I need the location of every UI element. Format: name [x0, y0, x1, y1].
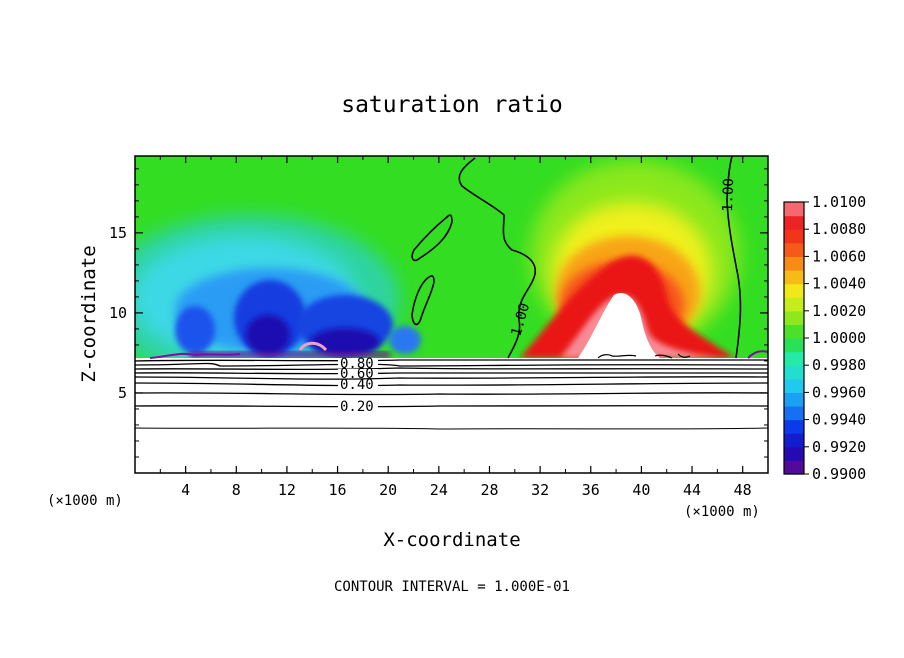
cloud-base-fringe: [149, 341, 768, 359]
colorbar-tick-label: 1.0000: [812, 329, 866, 347]
saturation-field: [135, 156, 768, 473]
colorbar-band: [784, 283, 804, 298]
contour-1.00-mid: [458, 157, 537, 359]
contour-labels: 0.80 0.60 0.40 0.20 1.00 1.00: [338, 178, 737, 415]
dry-deep-1: [246, 315, 290, 355]
dry-blue-small: [389, 326, 421, 354]
contour-0.80: [135, 362, 768, 367]
fringe-left: [149, 352, 241, 359]
colorbar-band: [784, 406, 804, 421]
contour-0.20: [135, 405, 768, 408]
colorbar-tick-label: 0.9940: [812, 411, 866, 429]
dry-blue-left: [175, 306, 215, 354]
colorbar-band: [784, 215, 804, 230]
x-tick-label: 44: [683, 481, 701, 499]
colorbar-tick-label: 1.0080: [812, 220, 866, 238]
colorbar-band: [784, 419, 804, 434]
colorbar-band: [784, 433, 804, 448]
fringe-right: [747, 350, 768, 359]
contour-label-060: 0.60: [340, 366, 374, 382]
colorbar-tick-label: 0.9920: [812, 438, 866, 456]
colorbar-tick-label: 0.9960: [812, 383, 866, 401]
contour-label-020: 0.20: [340, 399, 374, 415]
contour-label-060-bg: [338, 369, 378, 377]
x-tick-label: 40: [632, 481, 650, 499]
contour-1.00-right: [726, 156, 742, 359]
colorbar-band: [784, 351, 804, 366]
x-tick-label: 16: [329, 481, 347, 499]
contour-label-100-right: 1.00: [720, 178, 737, 212]
y-tick-label: 15: [109, 224, 127, 242]
colorbar-band: [784, 270, 804, 285]
contour-label-080-bg: [338, 358, 378, 366]
x-tick-label: 8: [232, 481, 241, 499]
contour-lines: [135, 156, 768, 430]
colorbar-tick-label: 0.9980: [812, 356, 866, 374]
x-tick-label: 20: [379, 481, 397, 499]
contour-0.10: [135, 427, 768, 430]
colorbar-band: [784, 460, 804, 475]
plume-white-core: [578, 293, 660, 358]
contour-label-040: 0.40: [340, 377, 374, 393]
colorbar-band: [784, 446, 804, 461]
x-tick-label: 32: [531, 481, 549, 499]
x-tick-label: 4: [181, 481, 190, 499]
colorbar-band: [784, 297, 804, 312]
contour-0.40: [135, 382, 768, 387]
contour-label-080: 0.80: [340, 356, 374, 372]
colorbar-band: [784, 202, 804, 217]
x-tick-label: 12: [278, 481, 296, 499]
colorbar-band: [784, 392, 804, 407]
colorbar-band: [784, 365, 804, 380]
plot-frame: [134, 155, 769, 474]
contour-label-020-bg: [338, 401, 378, 411]
x-axis-label: X-coordinate: [383, 529, 520, 551]
dry-deep-2: [310, 328, 380, 356]
x-axis: 4 8 12 16 20 24 28 32 36 40 44 48: [159, 156, 752, 499]
colorbar-tick-label: 1.0020: [812, 302, 866, 320]
colorbar-band: [784, 242, 804, 257]
contour-label-040-bg: [338, 380, 378, 388]
y-axis: 5 10 15: [109, 168, 768, 458]
colorbar-band: [784, 324, 804, 339]
colorbar-band: [784, 229, 804, 244]
below-cloud-base: [135, 358, 768, 473]
x-unit-right: (×1000 m): [684, 504, 760, 520]
contour-1.00-island-upper: [411, 214, 453, 262]
colorbar-tick-label: 1.0100: [812, 193, 866, 211]
y-tick-label: 10: [109, 304, 127, 322]
fringe-pink: [298, 341, 328, 352]
contour-1.00-island-lower: [411, 275, 435, 326]
contour-0.30: [135, 392, 768, 396]
colorbar-band: [784, 310, 804, 325]
x-tick-label: 48: [734, 481, 752, 499]
contour-0.60: [135, 372, 768, 375]
colorbar-tick-label: 1.0040: [812, 275, 866, 293]
x-tick-label: 36: [582, 481, 600, 499]
contour-0.70: [135, 367, 768, 371]
dry-purple-edge: [190, 352, 390, 357]
colorbar-band: [784, 378, 804, 393]
chart-title: saturation ratio: [341, 92, 563, 118]
dry-region: [135, 215, 421, 385]
x-tick-label: 28: [480, 481, 498, 499]
y-tick-label: 5: [118, 384, 127, 402]
colorbar: 1.0100 1.0080 1.0060 1.0040 1.0020 1.0000 0.99…: [783, 193, 866, 483]
colorbar-tick-label: 1.0060: [812, 247, 866, 265]
colorbar-band: [784, 338, 804, 353]
colorbar-tick-label: 0.9900: [812, 465, 866, 483]
colorbar-band: [784, 256, 804, 271]
contour-0.90: [135, 359, 768, 362]
contour-0.50: [135, 376, 768, 380]
x-unit-left: (×1000 m): [47, 493, 123, 509]
contour-plume-edge: [597, 353, 691, 359]
contour-interval-footer: CONTOUR INTERVAL = 1.000E-01: [334, 579, 570, 595]
supersaturated-plume: [520, 160, 740, 358]
y-axis-label: Z-coordinate: [78, 245, 100, 382]
lower-contour-bundle: [135, 359, 768, 430]
x-tick-label: 24: [430, 481, 448, 499]
